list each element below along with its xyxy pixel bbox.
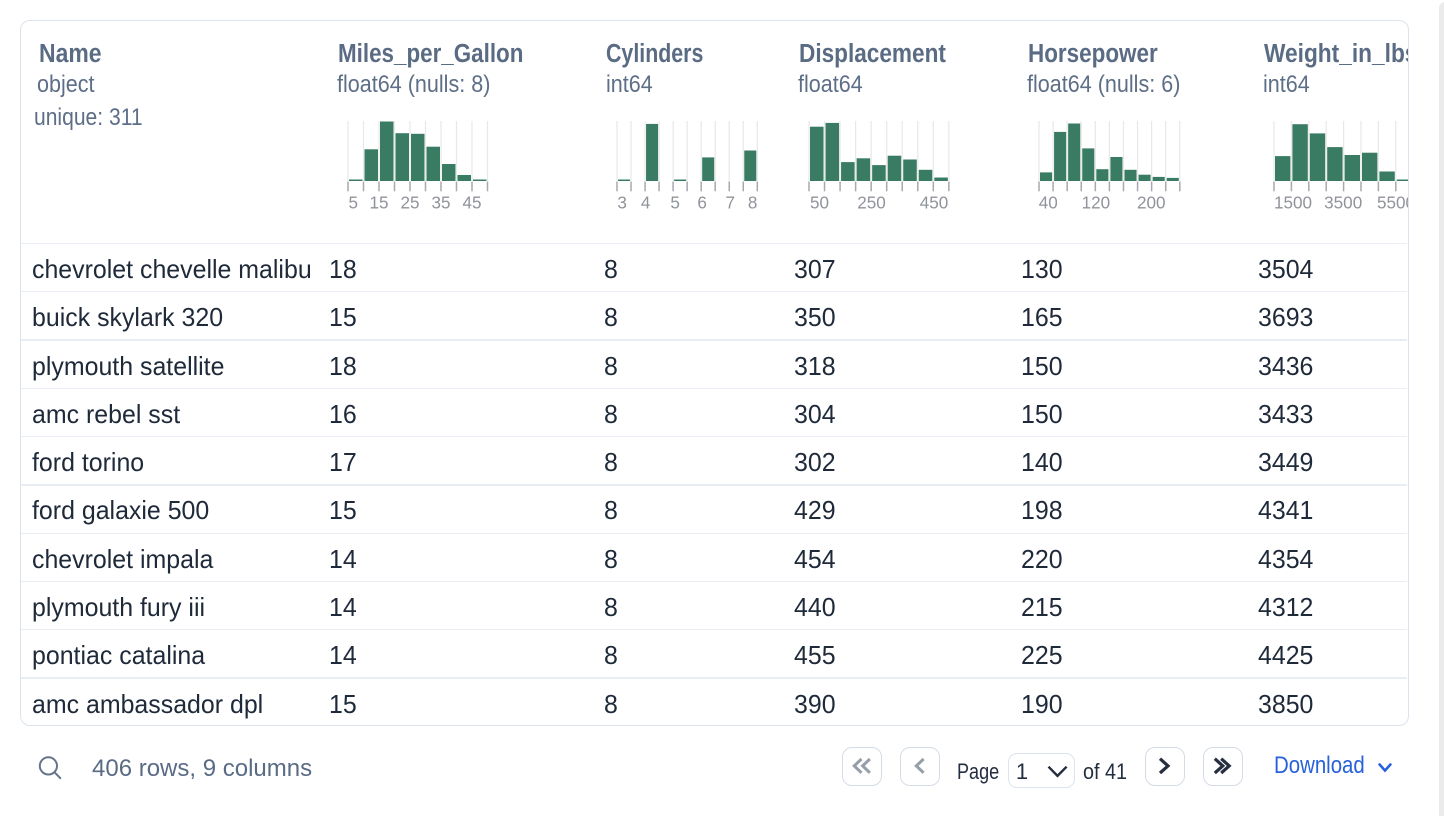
svg-text:450: 450 xyxy=(920,191,949,212)
svg-text:25: 25 xyxy=(401,191,420,212)
svg-text:7: 7 xyxy=(725,191,735,212)
svg-text:8: 8 xyxy=(748,191,758,212)
svg-text:35: 35 xyxy=(432,191,451,212)
svg-text:15: 15 xyxy=(370,191,389,212)
svg-text:5: 5 xyxy=(349,191,359,212)
svg-text:3500: 3500 xyxy=(1324,191,1362,212)
svg-text:6: 6 xyxy=(697,191,707,212)
svg-text:250: 250 xyxy=(857,191,886,212)
svg-text:1500: 1500 xyxy=(1274,191,1312,212)
svg-text:45: 45 xyxy=(463,191,482,212)
svg-text:5500: 5500 xyxy=(1377,191,1409,212)
svg-text:40: 40 xyxy=(1039,191,1058,212)
svg-text:4: 4 xyxy=(641,191,651,212)
svg-text:50: 50 xyxy=(810,191,829,212)
svg-text:3: 3 xyxy=(617,191,627,212)
svg-text:5: 5 xyxy=(670,191,680,212)
svg-text:200: 200 xyxy=(1137,191,1166,212)
svg-text:120: 120 xyxy=(1082,191,1111,212)
